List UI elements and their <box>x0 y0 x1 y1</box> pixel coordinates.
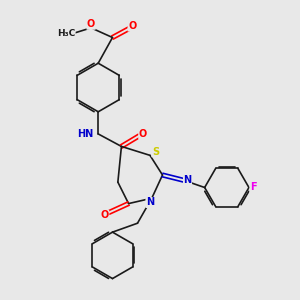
Text: H₃C: H₃C <box>57 29 75 38</box>
Text: F: F <box>250 182 256 193</box>
Text: O: O <box>87 19 95 29</box>
Text: N: N <box>183 176 192 185</box>
Text: N: N <box>146 197 154 208</box>
Text: O: O <box>128 21 136 31</box>
Text: O: O <box>100 210 109 220</box>
Text: S: S <box>152 147 159 157</box>
Text: HN: HN <box>78 129 94 139</box>
Text: O: O <box>139 129 147 139</box>
